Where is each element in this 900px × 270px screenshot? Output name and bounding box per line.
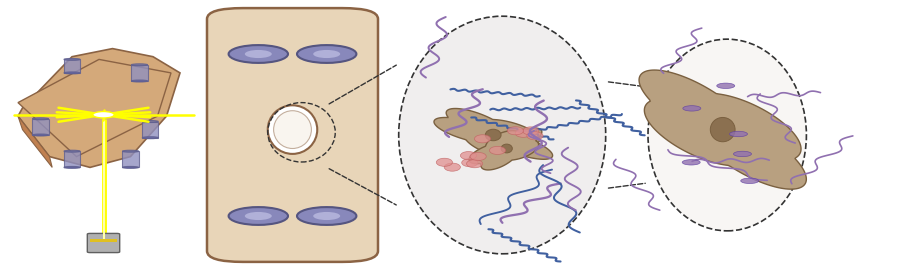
Polygon shape [64,151,80,167]
Ellipse shape [64,72,80,74]
Polygon shape [142,122,158,138]
Ellipse shape [32,118,49,120]
Ellipse shape [485,129,501,141]
Circle shape [313,212,340,220]
Ellipse shape [122,150,139,152]
Ellipse shape [268,105,317,154]
Polygon shape [90,239,117,242]
Polygon shape [64,59,80,73]
Polygon shape [18,116,52,167]
Circle shape [682,160,700,165]
Ellipse shape [490,146,506,154]
Ellipse shape [274,111,311,148]
Circle shape [245,212,272,220]
Ellipse shape [461,151,477,160]
Ellipse shape [64,58,80,60]
Polygon shape [131,65,148,81]
Ellipse shape [526,132,543,140]
Circle shape [93,112,114,118]
Circle shape [297,207,356,225]
Ellipse shape [122,166,139,168]
Ellipse shape [142,137,158,139]
Ellipse shape [131,80,148,82]
Circle shape [245,50,272,58]
Ellipse shape [710,117,735,142]
Ellipse shape [64,150,80,152]
Circle shape [229,45,288,63]
FancyBboxPatch shape [87,233,120,253]
Circle shape [741,178,759,184]
Ellipse shape [64,166,80,168]
Ellipse shape [648,39,806,231]
Circle shape [716,83,734,89]
Circle shape [683,106,701,111]
Ellipse shape [32,134,49,136]
Polygon shape [639,70,806,189]
Ellipse shape [523,127,539,135]
Polygon shape [32,119,49,135]
Polygon shape [469,128,542,170]
Polygon shape [18,49,180,167]
Circle shape [297,45,356,63]
Polygon shape [434,109,553,159]
Ellipse shape [142,120,158,123]
Ellipse shape [462,158,478,167]
Ellipse shape [474,135,490,143]
Ellipse shape [436,158,453,166]
Ellipse shape [445,163,461,171]
Polygon shape [18,59,171,157]
FancyBboxPatch shape [207,8,378,262]
Ellipse shape [131,64,148,66]
Circle shape [313,50,340,58]
Circle shape [734,151,752,157]
Ellipse shape [515,129,531,137]
Ellipse shape [399,16,606,254]
Ellipse shape [466,160,482,168]
Ellipse shape [501,144,512,153]
Circle shape [730,131,748,137]
Ellipse shape [470,152,486,160]
Polygon shape [122,151,139,167]
Circle shape [229,207,288,225]
Ellipse shape [508,127,524,135]
